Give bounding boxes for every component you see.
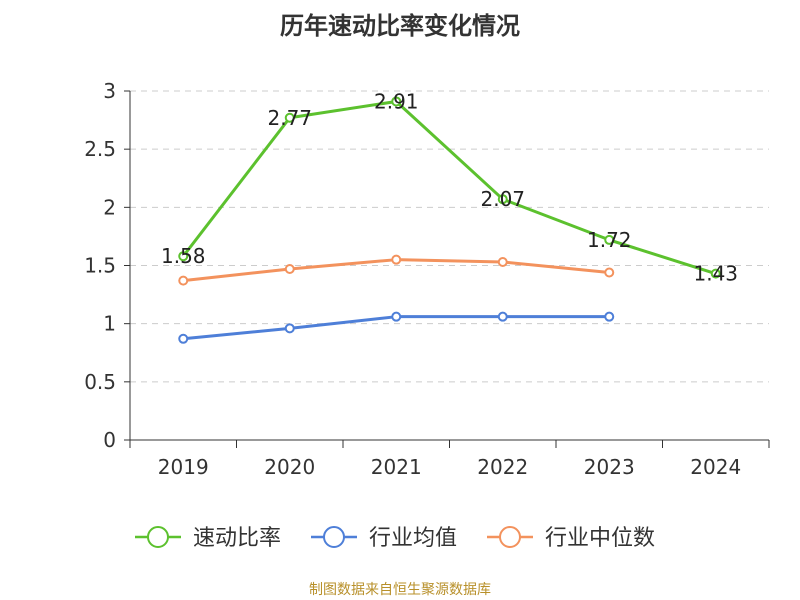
data-point	[497, 311, 508, 322]
data-point	[604, 267, 615, 278]
data-point	[604, 234, 615, 245]
y-tick-label: 0.5	[84, 370, 116, 394]
data-point	[391, 96, 402, 107]
x-tick-label: 2019	[158, 455, 209, 479]
data-point	[391, 254, 402, 265]
series-line	[182, 99, 717, 276]
data-point	[497, 194, 508, 205]
data-label: 1.72	[587, 228, 632, 252]
legend-label: 行业中位数	[545, 526, 655, 551]
data-point	[178, 275, 189, 286]
x-tick-label: 2022	[477, 455, 528, 479]
data-point	[178, 251, 189, 262]
x-tick-label: 2021	[371, 455, 422, 479]
data-point	[391, 311, 402, 322]
x-tick-label: 2024	[690, 455, 741, 479]
y-tick-label: 2	[103, 195, 116, 219]
data-label: 2.07	[480, 187, 525, 211]
x-tick-label: 2020	[264, 455, 315, 479]
legend-marker	[323, 526, 345, 548]
source-note: 制图数据来自恒生聚源数据库	[309, 582, 491, 598]
data-label: 1.43	[693, 262, 738, 286]
y-tick-label: 3	[103, 79, 116, 103]
legend-marker	[147, 526, 169, 548]
data-point	[284, 323, 295, 334]
data-label: 2.91	[374, 89, 419, 113]
y-tick-label: 1	[103, 312, 116, 336]
y-tick-label: 0	[103, 428, 116, 452]
x-tick-label: 2023	[584, 455, 635, 479]
data-label: 1.58	[161, 244, 206, 268]
legend-marker	[499, 526, 521, 548]
data-point	[604, 311, 615, 322]
legend-label: 速动比率	[193, 526, 281, 551]
data-point	[497, 257, 508, 268]
y-tick-label: 1.5	[84, 254, 116, 278]
data-point	[284, 112, 295, 123]
data-label: 2.77	[267, 106, 312, 130]
y-tick-label: 2.5	[84, 137, 116, 161]
data-point	[284, 263, 295, 274]
data-point	[710, 268, 721, 279]
chart-title: 历年速动比率变化情况	[280, 12, 520, 40]
data-point	[178, 333, 189, 344]
legend-label: 行业均值	[369, 526, 457, 551]
